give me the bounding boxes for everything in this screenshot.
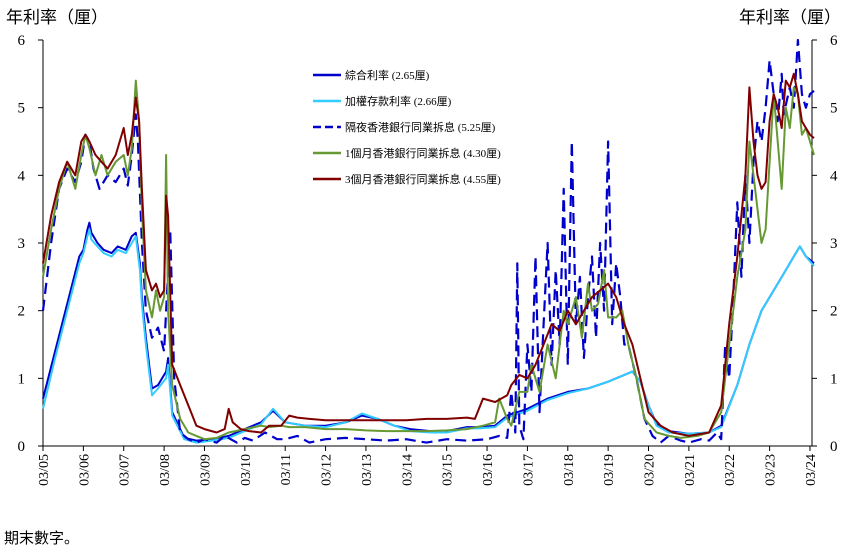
x-tick-label: 03/22 — [723, 454, 738, 486]
x-tick-label: 03/17 — [521, 454, 536, 486]
y-tick-label-left: 4 — [18, 168, 26, 184]
y-tick-label-left: 6 — [18, 33, 26, 49]
x-tick-label: 03/13 — [360, 454, 375, 486]
y-axis-title-left: 年利率（厘） — [6, 8, 108, 28]
x-tick-label: 03/09 — [198, 454, 213, 486]
legend-label-2: 加權存款利率 (2.66厘) — [345, 94, 452, 108]
y-tick-label-left: 3 — [18, 236, 26, 252]
x-tick-label: 03/19 — [602, 454, 617, 486]
footnote: 期末數字。 — [4, 529, 80, 547]
legend-label-4: 1個月香港銀行同業拆息 (4.30厘) — [345, 146, 501, 160]
x-tick-label: 03/15 — [441, 454, 456, 486]
y-tick-label-left: 5 — [18, 101, 26, 117]
x-tick-label: 03/21 — [683, 454, 698, 486]
interest-rate-chart: 0 0 1 1 2 2 3 3 4 4 5 5 6 6 03/05 03/06 03/07 03/08 03/09 0… — [18, 33, 839, 486]
x-tick-label: 03/05 — [37, 454, 52, 486]
x-tick-label: 03/10 — [239, 454, 254, 486]
y-tick-label-left: 2 — [18, 304, 26, 320]
x-tick-label: 03/24 — [804, 454, 819, 486]
y-tick-label-right: 5 — [830, 101, 838, 117]
x-tick-label: 03/06 — [77, 454, 92, 486]
y-tick-label-right: 1 — [830, 371, 838, 387]
x-tick-label: 03/07 — [118, 454, 133, 486]
x-tick-label: 03/08 — [158, 454, 173, 486]
legend-label-3: 隔夜香港銀行同業拆息 (5.25厘) — [345, 120, 496, 134]
y-tick-label-left: 0 — [18, 439, 26, 455]
x-tick-label: 03/18 — [562, 454, 577, 486]
x-tick-label: 03/23 — [764, 454, 779, 486]
y-axis-title-right: 年利率（厘） — [739, 8, 841, 28]
legend-label-1: 綜合利率 (2.65厘) — [345, 68, 430, 82]
series-line-5 — [42, 72, 815, 437]
x-tick-label: 03/12 — [320, 454, 335, 486]
series-line-2 — [42, 228, 815, 444]
y-tick-label-left: 1 — [18, 371, 26, 387]
y-tick-label-right: 6 — [830, 33, 838, 49]
y-tick-label-right: 2 — [830, 304, 838, 320]
y-tick-label-right: 3 — [830, 236, 838, 252]
y-tick-label-right: 0 — [830, 439, 838, 455]
legend-label-5: 3個月香港銀行同業拆息 (4.55厘) — [345, 172, 501, 186]
x-tick-label: 03/20 — [643, 454, 658, 486]
x-tick-label: 03/14 — [400, 454, 415, 486]
series-line-3 — [41, 38, 815, 444]
x-tick-label: 03/16 — [481, 454, 496, 486]
x-tick-label: 03/11 — [279, 454, 294, 485]
y-tick-label-right: 4 — [830, 168, 838, 184]
